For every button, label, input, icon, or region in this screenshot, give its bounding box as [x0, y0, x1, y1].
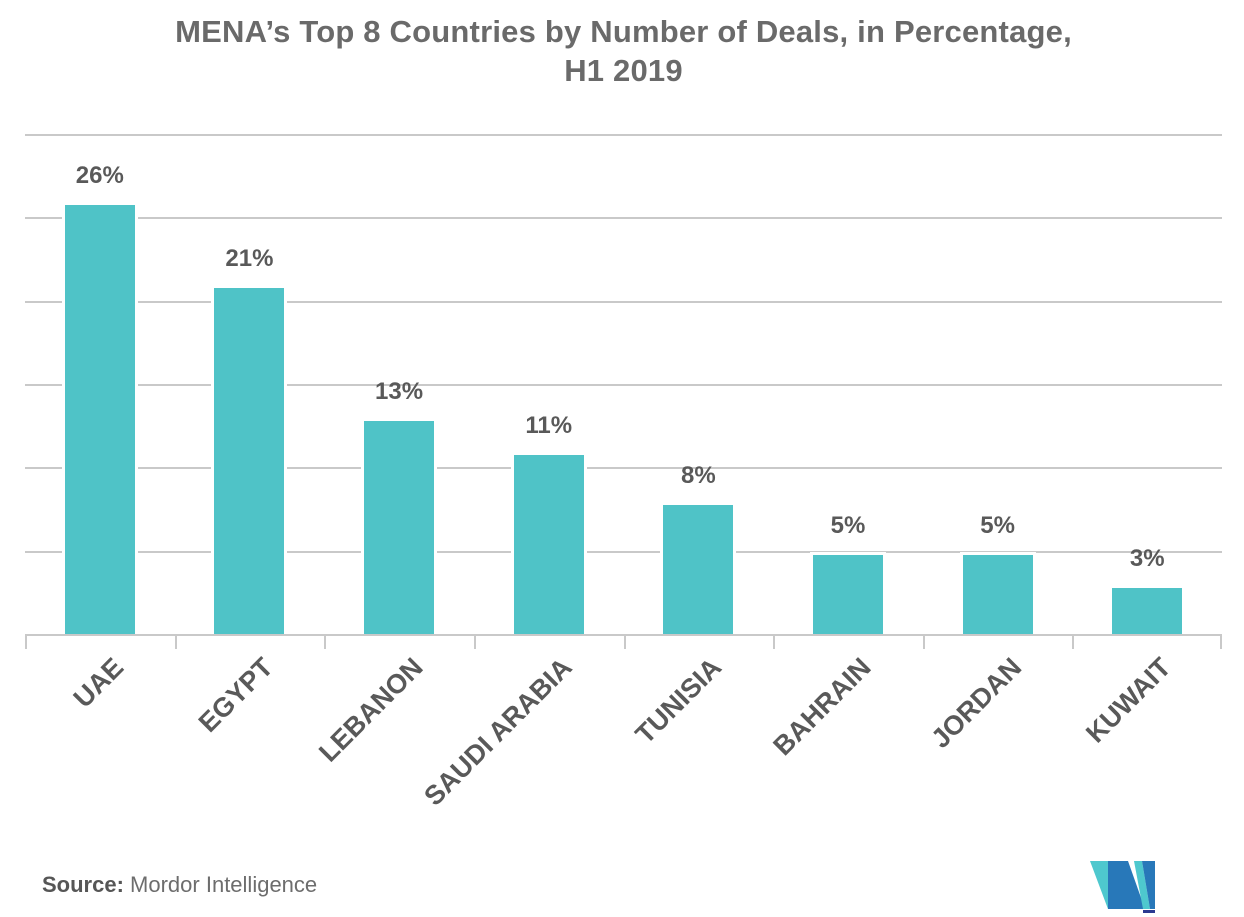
bar-egypt: [211, 285, 288, 635]
x-axis-tick: [174, 635, 177, 649]
bar-value-label-uae: 26%: [75, 161, 124, 189]
x-axis-tick: [473, 635, 476, 649]
bar-value-label-lebanon: 13%: [375, 378, 424, 406]
x-axis-label-uae: UAE: [67, 652, 130, 714]
x-axis-tick: [25, 635, 27, 649]
gridline-10pct: [25, 467, 1222, 470]
bar-uae: [61, 201, 138, 635]
x-axis-tick: [1220, 635, 1222, 649]
x-axis-label-kuwait: KUWAIT: [1079, 652, 1177, 749]
bar-value-label-jordan: 5%: [980, 511, 1015, 539]
bar-lebanon: [361, 418, 438, 635]
x-axis-tick: [922, 635, 925, 649]
source-attribution: Source: Mordor Intelligence: [42, 872, 317, 898]
bar-bahrain: [809, 551, 886, 635]
bar-jordan: [959, 551, 1036, 635]
x-axis-label-lebanon: LEBANON: [312, 652, 429, 768]
x-axis-line: [25, 634, 1222, 636]
bar-kuwait: [1109, 585, 1186, 635]
source-text: Mordor Intelligence: [130, 872, 318, 897]
mordor-intelligence-logo-icon: [1090, 861, 1155, 913]
x-axis-label-jordan: JORDAN: [924, 652, 1027, 754]
gridline-30pct: [25, 134, 1222, 136]
x-axis-tick: [324, 635, 327, 649]
bar-value-label-kuwait: 3%: [1129, 545, 1165, 572]
bar-tunisia: [660, 501, 737, 635]
plot-area: 26% UAE 21% EGYPT 13% LEBANON 11% SAUDI ARABIA 8…: [25, 134, 1222, 811]
x-axis-label-egypt: EGYPT: [192, 652, 279, 738]
x-axis-tick: [773, 635, 776, 649]
source-label: Source:: [42, 872, 124, 897]
gridline-25pct: [25, 217, 1222, 220]
bar-value-label-egypt: 21%: [225, 245, 274, 272]
bar-value-label-saudi-arabia: 11%: [525, 411, 573, 439]
gridline-5pct: [25, 550, 1222, 553]
x-axis-label-bahrain: BAHRAIN: [767, 652, 878, 762]
chart-title: MENA’s Top 8 Countries by Number of Deal…: [25, 12, 1222, 90]
x-axis-tick: [623, 635, 626, 649]
x-axis-label-saudi-arabia: SAUDI ARABIA: [418, 652, 578, 812]
bar-value-label-tunisia: 8%: [680, 461, 716, 489]
x-axis-tick: [1072, 635, 1075, 649]
gridline-15pct: [25, 384, 1222, 386]
bar-saudi-arabia: [510, 451, 587, 635]
gridline-20pct: [25, 300, 1222, 303]
chart-title-line-2: H1 2019: [564, 53, 683, 88]
chart-title-line-1: MENA’s Top 8 Countries by Number of Deal…: [175, 14, 1072, 49]
bar-value-label-bahrain: 5%: [830, 511, 866, 539]
x-axis-label-tunisia: TUNISIA: [629, 652, 728, 750]
